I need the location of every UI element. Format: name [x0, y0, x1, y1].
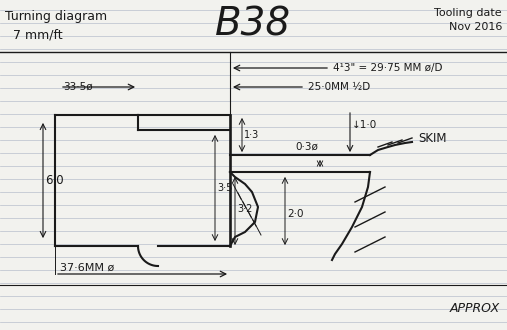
Text: Nov 2016: Nov 2016	[449, 22, 502, 32]
Text: SKIM: SKIM	[418, 133, 447, 146]
Text: 2·0: 2·0	[287, 209, 304, 219]
Text: ↓1·0: ↓1·0	[352, 120, 377, 130]
Text: 33·5ø: 33·5ø	[63, 82, 93, 92]
Text: 1·3: 1·3	[244, 130, 259, 140]
Text: B38: B38	[215, 6, 291, 44]
Text: 4¹3" = 29·75 MM ø/D: 4¹3" = 29·75 MM ø/D	[333, 63, 443, 73]
Text: 25·0MM ½D: 25·0MM ½D	[308, 82, 370, 92]
Text: Turning diagram: Turning diagram	[5, 10, 107, 23]
Text: 6·0: 6·0	[45, 174, 63, 187]
Text: 3·5: 3·5	[217, 183, 232, 193]
Text: Tooling date: Tooling date	[434, 8, 502, 18]
Text: 0·3ø: 0·3ø	[295, 142, 318, 152]
Text: 3·2: 3·2	[237, 204, 252, 214]
Text: APPROX: APPROX	[450, 302, 500, 314]
Text: 7 mm/ft: 7 mm/ft	[5, 28, 63, 41]
Text: 37·6MM ø: 37·6MM ø	[60, 263, 114, 273]
